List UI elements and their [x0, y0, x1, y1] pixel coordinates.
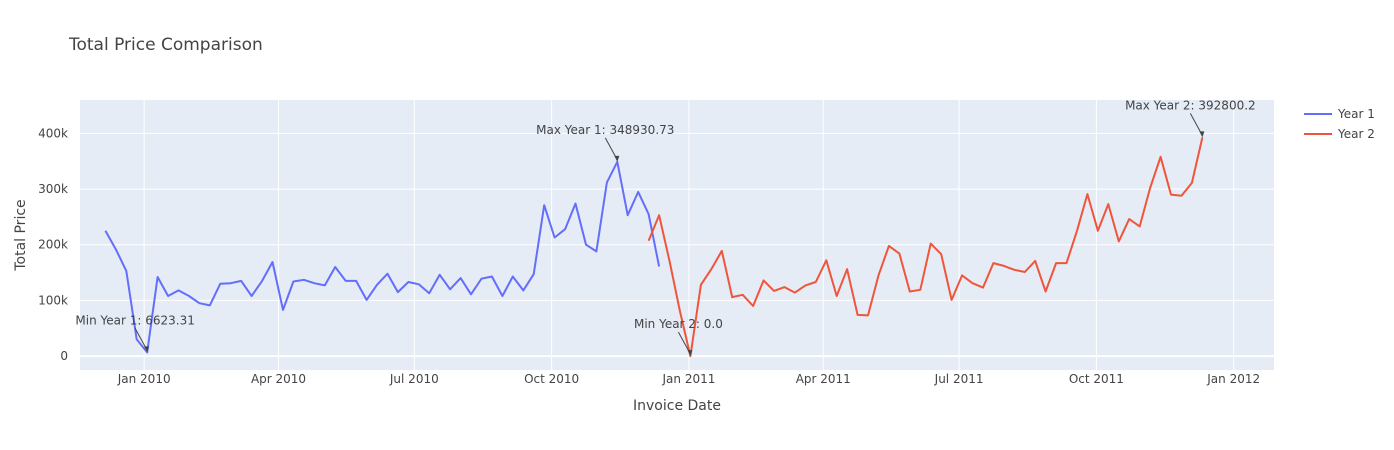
x-tick-label: Oct 2010: [524, 372, 579, 386]
annotation-label: Min Year 2: 0.0: [634, 317, 723, 331]
x-axis-title: Invoice Date: [633, 398, 721, 414]
annotations: Min Year 1: 6623.31 Max Year 1: 348930.73…: [75, 98, 1256, 357]
chart-title: Total Price Comparison: [68, 35, 263, 55]
legend-item-year-2[interactable]: Year 2: [1304, 127, 1375, 141]
annotation-arrowhead: [687, 350, 693, 357]
annotation-label: Min Year 1: 6623.31: [75, 313, 194, 327]
x-tick-label: Jan 2012: [1206, 372, 1260, 386]
axis-ticks: 0 100k 200k 300k 400k Jan 2010 Apr 2010 Jul 201…: [38, 126, 1260, 386]
series-line-year-2: [647, 137, 1204, 358]
annotation-arrowhead: [144, 346, 150, 353]
y-tick-label: 200k: [38, 238, 68, 252]
x-tick-label: Jan 2010: [117, 372, 171, 386]
y-tick-label: 0: [60, 349, 68, 363]
legend: Year 1 Year 2: [1304, 107, 1375, 141]
annotation-label: Max Year 1: 348930.73: [536, 123, 674, 137]
legend-label: Year 2: [1337, 127, 1375, 141]
annotation-label: Max Year 2: 392800.2: [1125, 98, 1256, 112]
annotation-arrowhead: [1199, 131, 1205, 138]
y-tick-label: 300k: [38, 182, 68, 196]
x-tick-label: Jan 2011: [662, 372, 716, 386]
x-tick-label: Apr 2010: [251, 372, 306, 386]
y-tick-label: 400k: [38, 126, 68, 140]
annotation-arrowhead: [614, 155, 620, 162]
x-tick-label: Apr 2011: [796, 372, 851, 386]
y-axis-title: Total Price: [13, 199, 29, 271]
x-tick-label: Oct 2011: [1069, 372, 1124, 386]
x-tick-label: Jul 2010: [389, 372, 439, 386]
y-tick-label: 100k: [38, 293, 68, 307]
legend-item-year-1[interactable]: Year 1: [1304, 107, 1375, 121]
x-tick-label: Jul 2011: [934, 372, 984, 386]
series-line-year-1: [104, 160, 661, 354]
series-lines: [104, 137, 1204, 358]
legend-label: Year 1: [1337, 107, 1375, 121]
